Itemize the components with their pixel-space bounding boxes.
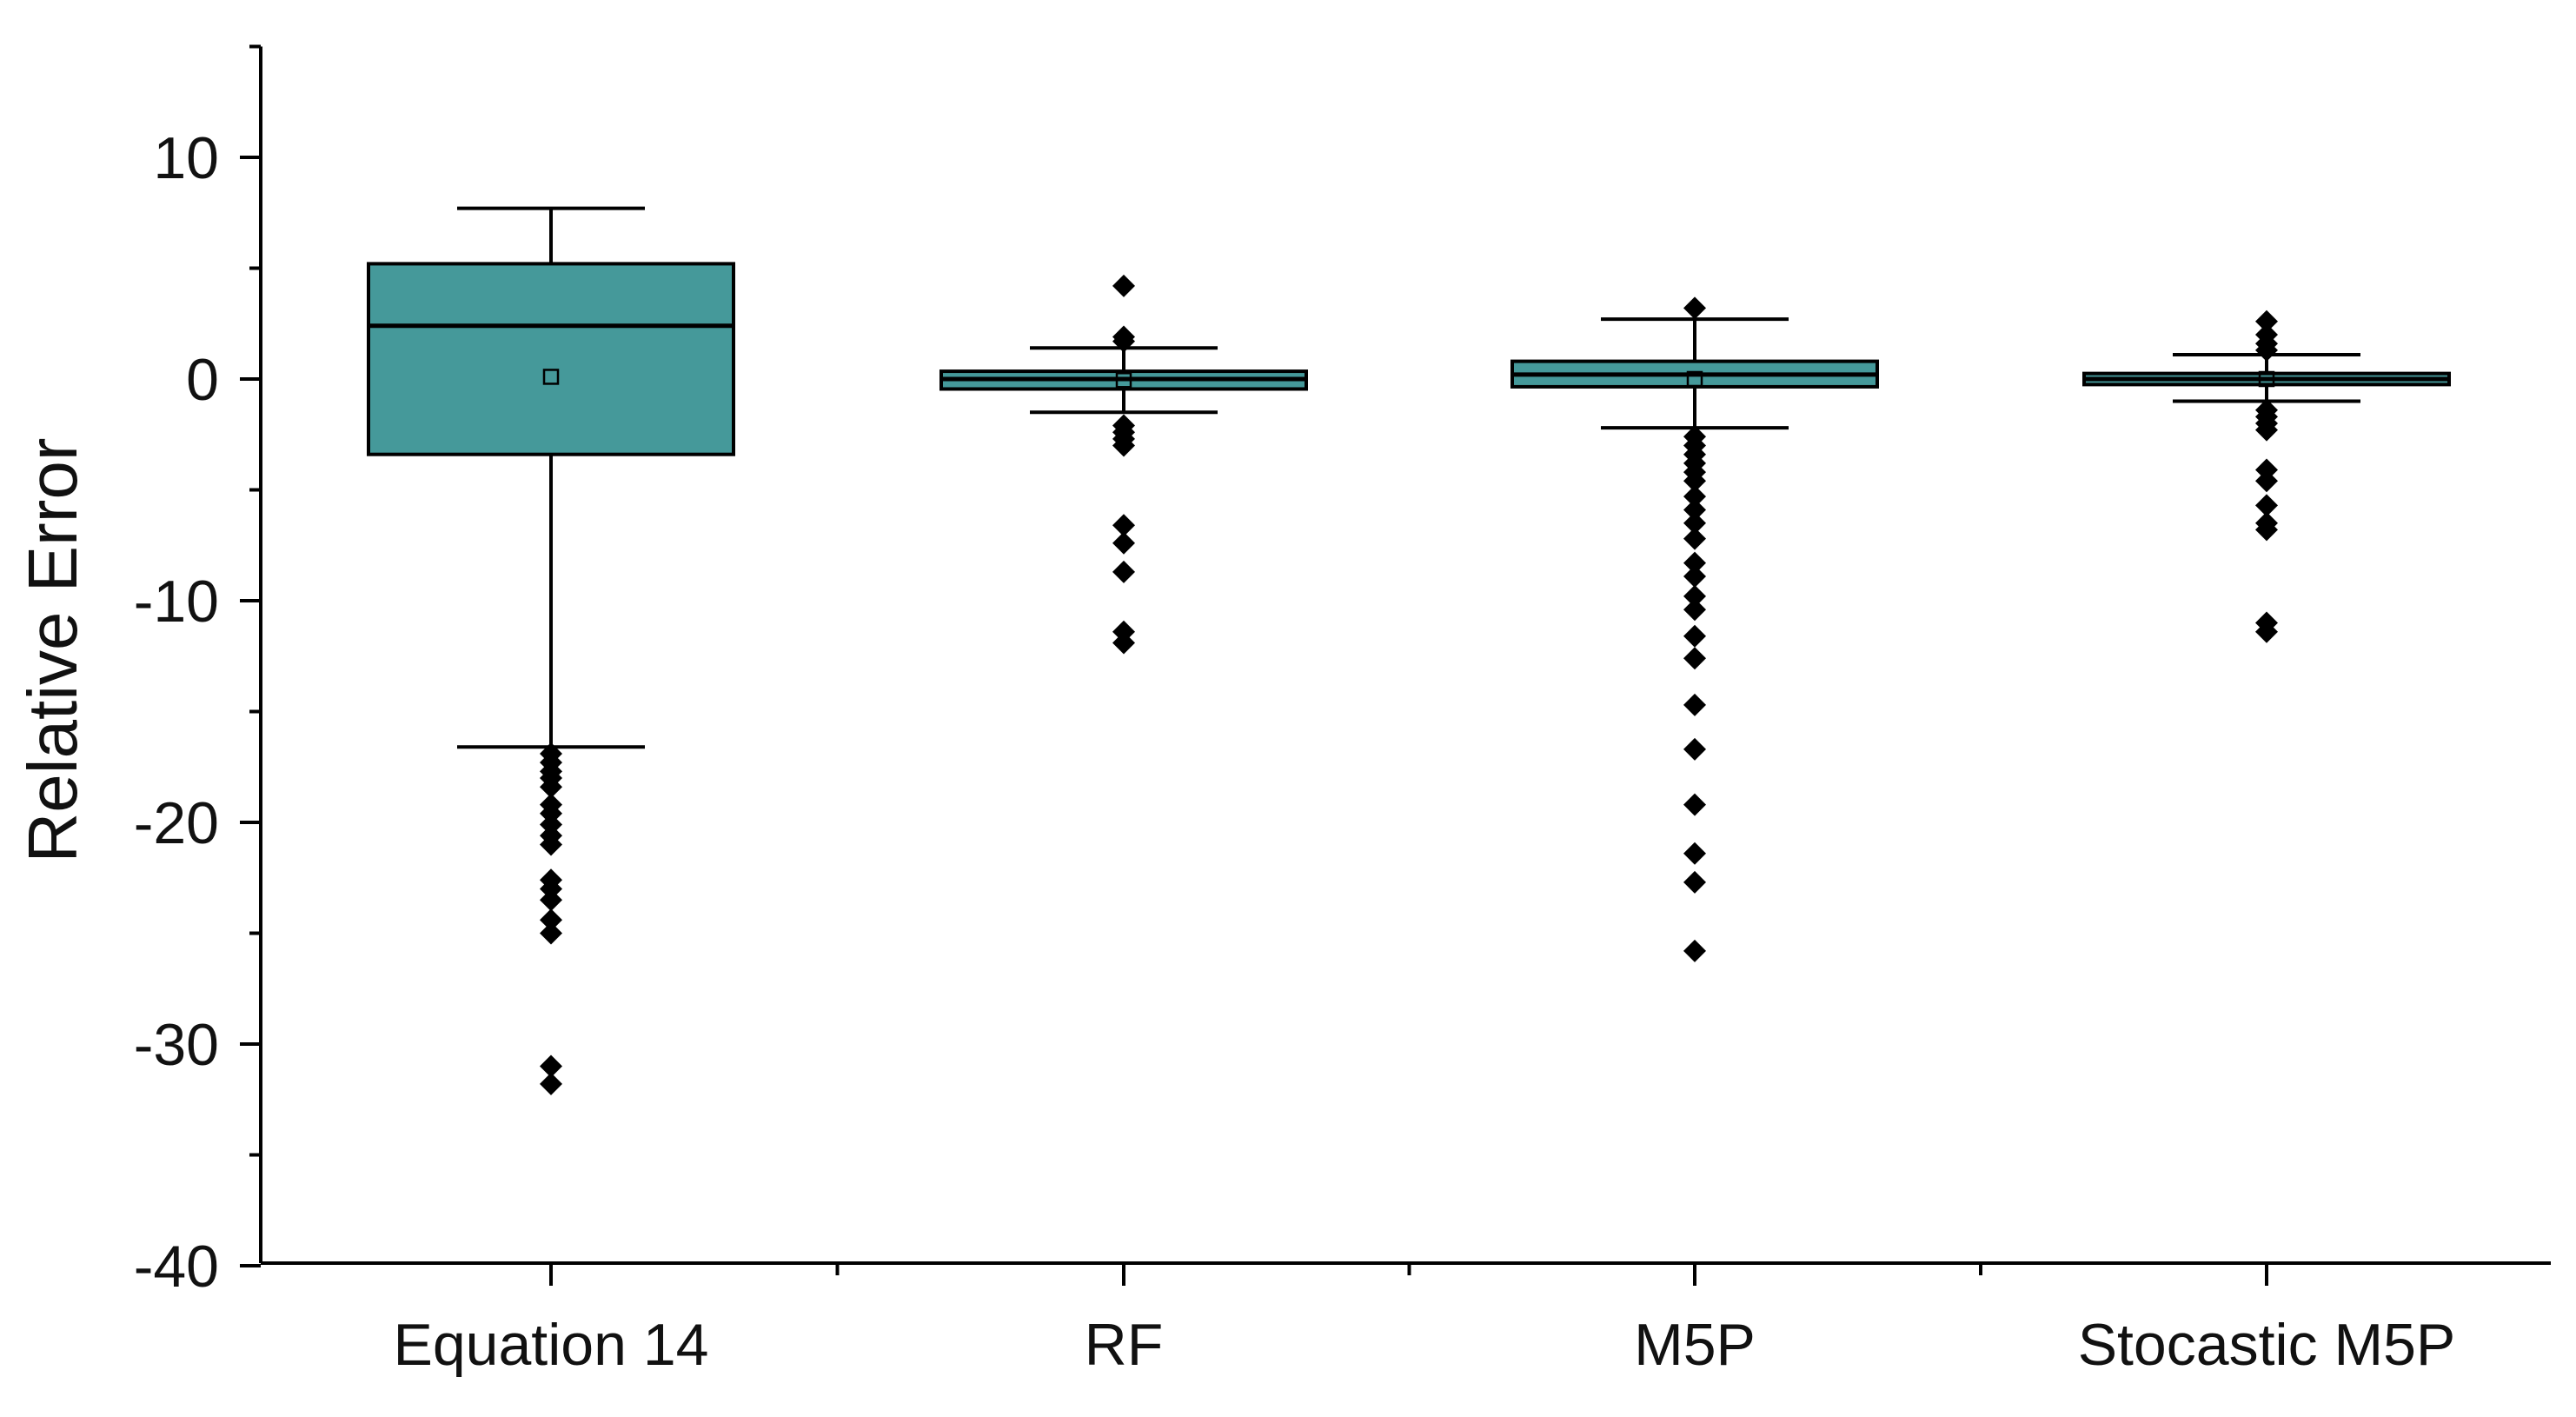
- mean-marker: [2258, 370, 2275, 388]
- outlier-point: [1683, 693, 1706, 716]
- x-tick-label: Stocastic M5P: [2078, 1312, 2456, 1378]
- outlier-point: [1683, 737, 1706, 761]
- outlier-point: [1683, 551, 1706, 575]
- outlier-point: [1112, 560, 1135, 583]
- box-stocastic-m5p: [2082, 309, 2451, 643]
- outlier-point: [1683, 527, 1706, 550]
- x-tick-label: RF: [1085, 1312, 1164, 1378]
- y-tick-label: -40: [134, 1234, 219, 1300]
- x-tick-label: M5P: [1634, 1312, 1756, 1378]
- outlier-point: [2255, 469, 2278, 493]
- outlier-point: [1683, 598, 1706, 622]
- outlier-point: [1112, 531, 1135, 555]
- y-tick-label: -20: [134, 790, 219, 856]
- outlier-point: [2255, 338, 2278, 362]
- outlier-point: [540, 908, 562, 932]
- outlier-point: [1683, 564, 1706, 588]
- plot-area: [367, 206, 2451, 1095]
- box-rf: [939, 274, 1308, 655]
- x-axis: Equation 14 RF M5P Stocastic M5P: [261, 1261, 2551, 1378]
- outlier-point: [540, 1054, 562, 1078]
- mean-marker: [542, 369, 560, 385]
- outlier-point: [1683, 624, 1706, 648]
- outlier-point: [1112, 274, 1135, 297]
- outlier-point: [1112, 631, 1135, 655]
- y-axis-title: Relative Error: [14, 437, 91, 862]
- outlier-point: [2255, 309, 2278, 333]
- outlier-point: [2255, 494, 2278, 517]
- mean-marker: [1686, 370, 1703, 388]
- outlier-point: [540, 1072, 562, 1095]
- outlier-point: [1112, 434, 1135, 457]
- outlier-point: [1683, 469, 1706, 493]
- y-tick-label: -30: [134, 1012, 219, 1078]
- outlier-point: [540, 921, 562, 945]
- outlier-point: [1683, 842, 1706, 865]
- outlier-point: [1683, 296, 1706, 320]
- box-m5p: [1510, 296, 1879, 962]
- y-tick-label: 0: [186, 347, 219, 413]
- outlier-point: [2255, 418, 2278, 442]
- y-tick-label: 10: [153, 125, 219, 191]
- outlier-point: [1683, 647, 1706, 670]
- outlier-point: [540, 833, 562, 856]
- outlier-point: [540, 888, 562, 912]
- outlier-point: [1683, 870, 1706, 894]
- outlier-point: [1683, 793, 1706, 816]
- outlier-point: [1683, 939, 1706, 962]
- x-tick-label: Equation 14: [394, 1312, 709, 1378]
- y-axis: 10 0 -10 -20 -30 -40: [134, 44, 262, 1300]
- outlier-point: [540, 775, 562, 799]
- outlier-point: [1683, 584, 1706, 608]
- outlier-point: [1683, 485, 1706, 509]
- box-equation-14: [367, 206, 735, 1095]
- mean-marker: [1115, 372, 1132, 389]
- outlier-point: [2255, 620, 2278, 643]
- outlier-point: [1683, 498, 1706, 522]
- outlier-point: [1683, 511, 1706, 535]
- outlier-point: [2255, 518, 2278, 542]
- iqr-box: [367, 262, 735, 456]
- outlier-point: [1112, 329, 1135, 353]
- y-tick-label: -10: [134, 569, 219, 635]
- outlier-point: [1112, 514, 1135, 537]
